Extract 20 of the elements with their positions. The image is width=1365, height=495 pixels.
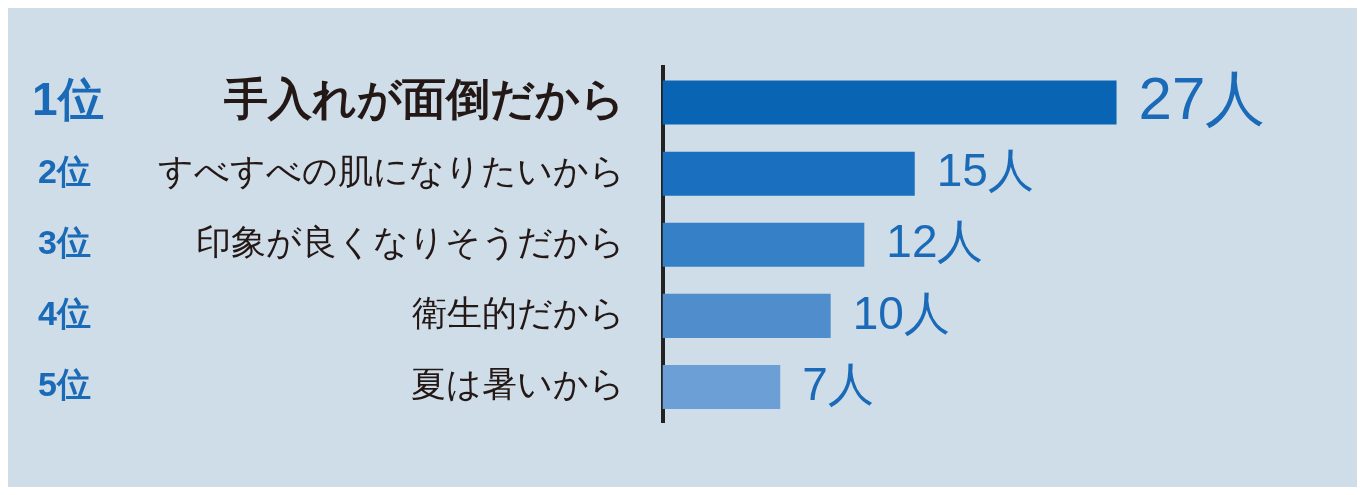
y-tick-label: 衛生的だから bbox=[411, 293, 625, 334]
y-tick-label: 手入れが面倒だから bbox=[223, 73, 625, 124]
bar bbox=[662, 222, 865, 267]
text: 5位 bbox=[38, 365, 91, 404]
text: 4位 bbox=[38, 294, 91, 333]
text: 1位 bbox=[32, 73, 104, 126]
data-label: 7人 bbox=[802, 357, 874, 410]
y-tick-label: すべすべの肌になりたいから bbox=[157, 150, 625, 191]
bar bbox=[662, 293, 831, 338]
data-label: 12人 bbox=[886, 215, 984, 268]
y-tick-label: 印象が良くなりそうだから bbox=[195, 221, 625, 262]
data-label: 10人 bbox=[852, 286, 950, 339]
y-tick-label: 夏は暑いから bbox=[410, 364, 625, 405]
text: 3位 bbox=[38, 223, 91, 262]
bar bbox=[662, 80, 1117, 125]
data-label: 15人 bbox=[936, 144, 1034, 197]
text: 2位 bbox=[38, 152, 91, 191]
bar bbox=[662, 364, 781, 410]
data-label: 27人 bbox=[1138, 65, 1266, 133]
bar bbox=[662, 151, 915, 196]
